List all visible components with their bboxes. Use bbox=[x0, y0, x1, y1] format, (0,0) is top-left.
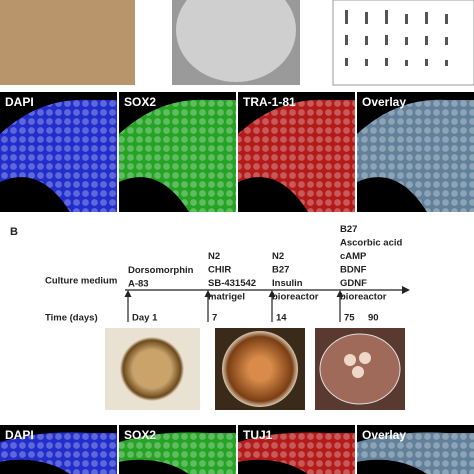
medium-label: GDNF bbox=[340, 278, 367, 289]
medium-label: bioreactor bbox=[272, 292, 319, 303]
panel-label: B bbox=[10, 226, 18, 238]
medium-label: cAMP bbox=[340, 251, 367, 262]
medium-label: CHIR bbox=[208, 265, 231, 276]
medium-label: B27 bbox=[272, 265, 289, 276]
medium-label: Ascorbic acid bbox=[340, 238, 402, 249]
channel-label: Overlay bbox=[362, 95, 406, 109]
channel-label: SOX2 bbox=[124, 95, 156, 109]
stage-arrowhead bbox=[204, 290, 212, 297]
channel-label: DAPI bbox=[5, 428, 34, 442]
row-label: Time (days) bbox=[45, 313, 98, 324]
chromosomes bbox=[345, 10, 448, 66]
medium-label: SB-431542 bbox=[208, 278, 256, 289]
cells bbox=[119, 432, 236, 474]
day-label: 90 bbox=[368, 313, 379, 324]
medium-label: N2 bbox=[208, 251, 220, 262]
channel-label: Overlay bbox=[362, 428, 406, 442]
medium-label: B27 bbox=[340, 224, 357, 235]
medium-label: Dorsomorphin bbox=[128, 265, 194, 276]
colony bbox=[176, 0, 296, 82]
cells bbox=[357, 99, 474, 212]
medium-label: bioreactor bbox=[340, 292, 387, 303]
medium-label: matrigel bbox=[208, 292, 245, 303]
organoid bbox=[222, 331, 298, 407]
medium-label: Insulin bbox=[272, 278, 303, 289]
cells bbox=[0, 99, 117, 212]
organoids bbox=[344, 352, 371, 378]
medium-label: A-83 bbox=[128, 279, 149, 290]
stage-arrowhead bbox=[124, 290, 132, 297]
cells bbox=[119, 99, 236, 212]
day-label: 75 bbox=[344, 313, 355, 324]
medium-label: N2 bbox=[272, 251, 284, 262]
day-label: 14 bbox=[276, 313, 287, 324]
day-label: 7 bbox=[212, 313, 217, 324]
channel-label: TRA-1-81 bbox=[243, 95, 296, 109]
karyotype-image bbox=[332, 0, 474, 86]
channel-label: TUJ1 bbox=[243, 428, 273, 442]
medium-label: BDNF bbox=[340, 265, 367, 276]
cells bbox=[0, 432, 117, 474]
channel-label: DAPI bbox=[5, 95, 34, 109]
day-label: Day 1 bbox=[132, 313, 158, 324]
cells bbox=[238, 99, 355, 212]
cells bbox=[357, 432, 474, 474]
phase-image bbox=[0, 0, 135, 85]
row-label: Culture medium bbox=[45, 276, 117, 287]
cells bbox=[238, 432, 355, 474]
stage-arrowhead bbox=[336, 290, 344, 297]
stage-arrowhead bbox=[268, 290, 276, 297]
organoid bbox=[120, 337, 184, 401]
timeline-arrowhead bbox=[402, 286, 410, 294]
channel-label: SOX2 bbox=[124, 428, 156, 442]
